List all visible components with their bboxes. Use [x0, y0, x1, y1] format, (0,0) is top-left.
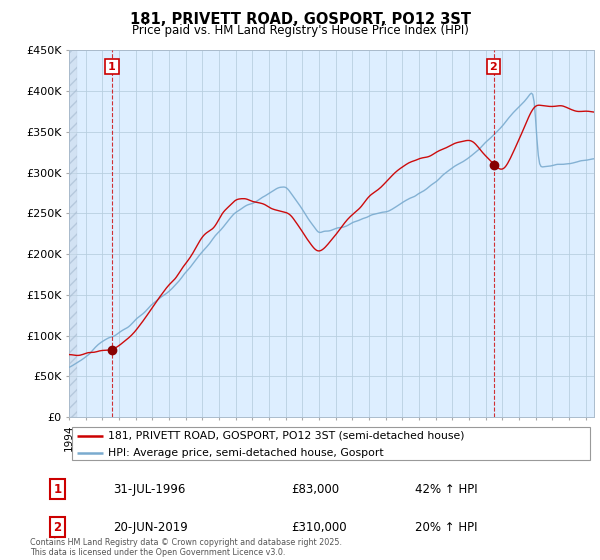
Text: £310,000: £310,000	[291, 521, 347, 534]
Text: Price paid vs. HM Land Registry's House Price Index (HPI): Price paid vs. HM Land Registry's House …	[131, 24, 469, 36]
Text: HPI: Average price, semi-detached house, Gosport: HPI: Average price, semi-detached house,…	[109, 448, 384, 458]
Text: 1: 1	[108, 62, 116, 72]
FancyBboxPatch shape	[71, 427, 590, 460]
Text: 2: 2	[53, 521, 62, 534]
Text: 42% ↑ HPI: 42% ↑ HPI	[415, 483, 478, 496]
Text: 1: 1	[53, 483, 62, 496]
Text: 20-JUN-2019: 20-JUN-2019	[113, 521, 188, 534]
Text: 2: 2	[490, 62, 497, 72]
Text: 20% ↑ HPI: 20% ↑ HPI	[415, 521, 478, 534]
Text: 181, PRIVETT ROAD, GOSPORT, PO12 3ST (semi-detached house): 181, PRIVETT ROAD, GOSPORT, PO12 3ST (se…	[109, 431, 465, 441]
Text: 181, PRIVETT ROAD, GOSPORT, PO12 3ST: 181, PRIVETT ROAD, GOSPORT, PO12 3ST	[130, 12, 470, 27]
Text: 31-JUL-1996: 31-JUL-1996	[113, 483, 185, 496]
Text: Contains HM Land Registry data © Crown copyright and database right 2025.
This d: Contains HM Land Registry data © Crown c…	[30, 538, 342, 557]
Text: £83,000: £83,000	[291, 483, 339, 496]
